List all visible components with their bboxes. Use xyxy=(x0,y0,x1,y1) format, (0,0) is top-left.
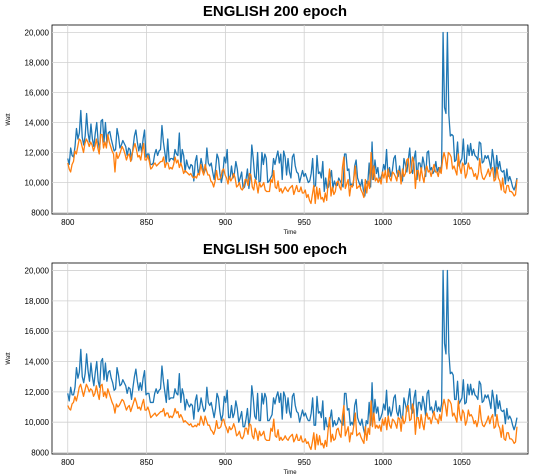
y-tick-label: 14,000 xyxy=(25,119,50,128)
y-tick-label: 10,000 xyxy=(25,179,50,188)
x-tick-label: 850 xyxy=(140,458,154,467)
chart-panel-bottom: ENGLISH 500 epoch 800 850 900 950 1000 1050 80… xyxy=(0,238,550,476)
series-line-2 xyxy=(67,133,518,205)
x-tick-label: 800 xyxy=(61,218,75,227)
x-tick-label: 1000 xyxy=(374,218,392,227)
y-tick-label: 8000 xyxy=(31,209,49,218)
x-tick-label: 900 xyxy=(219,458,233,467)
line-chart-top: 800 850 900 950 1000 1050 8000 10,000 12,000 14,0… xyxy=(6,24,529,236)
x-tick-label: 950 xyxy=(298,218,312,227)
y-tick-label: 8000 xyxy=(31,448,49,457)
series-line-1 xyxy=(67,269,518,435)
y-axis-label: Watt xyxy=(6,352,12,364)
y-tick-label: 18,000 xyxy=(25,59,50,68)
chart-title: ENGLISH 500 epoch xyxy=(202,241,348,258)
x-tick-label: 850 xyxy=(140,218,154,227)
x-tick-label: 800 xyxy=(61,458,75,467)
y-tick-label: 16,000 xyxy=(25,327,50,336)
series-line-2 xyxy=(67,383,518,451)
y-tick-label: 16,000 xyxy=(25,89,50,98)
line-chart-bottom: 800 850 900 950 1000 1050 8000 10,000 12,000 14,0… xyxy=(6,262,529,476)
y-tick-label: 20,000 xyxy=(25,267,50,276)
chart-panel-top: ENGLISH 200 epoch 800 850 900 950 1000 1050 80… xyxy=(6,3,529,236)
x-axis-label: Time xyxy=(283,470,297,476)
y-axis-label: Watt xyxy=(6,113,12,125)
x-axis-label: Time xyxy=(283,230,297,236)
x-tick-label: 1000 xyxy=(374,458,392,467)
y-tick-label: 10,000 xyxy=(25,418,50,427)
y-tick-label: 20,000 xyxy=(25,29,50,38)
x-tick-label: 1050 xyxy=(453,458,471,467)
y-tick-label: 12,000 xyxy=(25,149,50,158)
x-tick-label: 950 xyxy=(298,458,312,467)
chart-title: ENGLISH 200 epoch xyxy=(202,3,348,20)
x-tick-label: 900 xyxy=(219,218,233,227)
y-tick-label: 14,000 xyxy=(25,358,50,367)
plot-area xyxy=(51,24,529,215)
series-line-1 xyxy=(67,31,518,197)
y-tick-label: 12,000 xyxy=(25,388,50,397)
x-tick-label: 1050 xyxy=(453,218,471,227)
y-tick-label: 18,000 xyxy=(25,297,50,306)
plot-area xyxy=(51,262,529,455)
